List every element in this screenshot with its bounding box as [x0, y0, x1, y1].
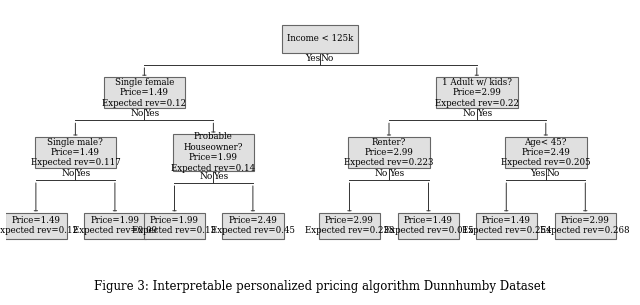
Text: Single male?
Price=1.49
Expected rev=0.117: Single male? Price=1.49 Expected rev=0.1…	[31, 138, 120, 167]
Text: No: No	[321, 54, 334, 63]
Text: No: No	[61, 169, 74, 178]
Text: Probable
Houseowner?
Price=1.99
Expected rev=0.14: Probable Houseowner? Price=1.99 Expected…	[172, 132, 255, 173]
Text: No: No	[547, 169, 560, 178]
Text: Age< 45?
Price=2.49
Expected rev=0.205: Age< 45? Price=2.49 Expected rev=0.205	[501, 138, 591, 167]
Text: No: No	[130, 109, 143, 118]
Text: No: No	[375, 169, 388, 178]
Text: No: No	[199, 172, 212, 181]
FancyBboxPatch shape	[505, 137, 587, 168]
Text: Yes: Yes	[144, 109, 159, 118]
Text: 1 Adult w/ kids?
Price=2.99
Expected rev=0.22: 1 Adult w/ kids? Price=2.99 Expected rev…	[435, 78, 519, 108]
FancyBboxPatch shape	[476, 213, 537, 239]
Text: Yes: Yes	[76, 169, 90, 178]
Text: Income < 125k: Income < 125k	[287, 34, 353, 43]
Text: Yes: Yes	[213, 172, 228, 181]
Text: Single female
Price=1.49
Expected rev=0.12: Single female Price=1.49 Expected rev=0.…	[102, 78, 186, 108]
Text: Price=1.99
Expected rev=0.09: Price=1.99 Expected rev=0.09	[73, 216, 157, 235]
Text: Price=1.99
Expected rev=0.13: Price=1.99 Expected rev=0.13	[132, 216, 216, 235]
FancyBboxPatch shape	[84, 213, 146, 239]
FancyBboxPatch shape	[348, 137, 430, 168]
FancyBboxPatch shape	[398, 213, 460, 239]
FancyBboxPatch shape	[144, 213, 205, 239]
Text: Renter?
Price=2.99
Expected rev=0.223: Renter? Price=2.99 Expected rev=0.223	[344, 138, 434, 167]
Text: Yes: Yes	[389, 169, 404, 178]
Text: Price=1.49
Expected rev=0.12: Price=1.49 Expected rev=0.12	[0, 216, 78, 235]
Text: Yes: Yes	[305, 54, 320, 63]
FancyBboxPatch shape	[436, 77, 518, 108]
FancyBboxPatch shape	[35, 137, 116, 168]
Text: Price=2.99
Expected rev=0.268: Price=2.99 Expected rev=0.268	[541, 216, 630, 235]
FancyBboxPatch shape	[555, 213, 616, 239]
FancyBboxPatch shape	[282, 25, 358, 53]
Text: Price=2.49
Expected rev=0.45: Price=2.49 Expected rev=0.45	[211, 216, 295, 235]
FancyBboxPatch shape	[5, 213, 67, 239]
Text: Price=1.49
Expected rev=0.254: Price=1.49 Expected rev=0.254	[461, 216, 551, 235]
Text: Yes: Yes	[477, 109, 492, 118]
Text: Price=2.99
Expected rev=0.238: Price=2.99 Expected rev=0.238	[305, 216, 394, 235]
FancyBboxPatch shape	[222, 213, 284, 239]
Text: No: No	[463, 109, 476, 118]
FancyBboxPatch shape	[319, 213, 380, 239]
Text: Price=1.49
Expected rev=0.015: Price=1.49 Expected rev=0.015	[383, 216, 474, 235]
FancyBboxPatch shape	[173, 134, 254, 171]
Text: Yes: Yes	[531, 169, 546, 178]
FancyBboxPatch shape	[104, 77, 185, 108]
Text: Figure 3: Interpretable personalized pricing algorithm Dunnhumby Dataset: Figure 3: Interpretable personalized pri…	[94, 280, 546, 293]
